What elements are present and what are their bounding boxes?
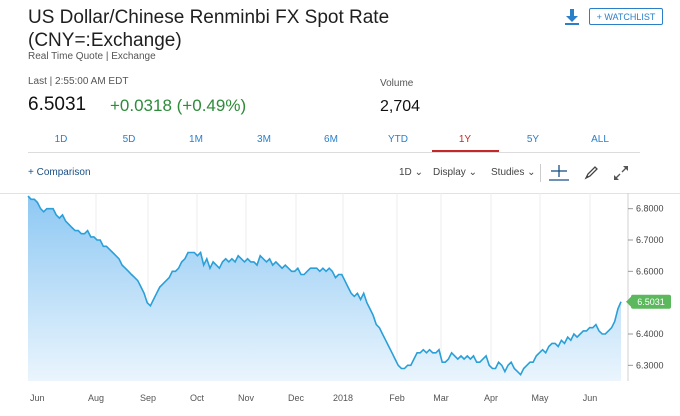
instrument-title-line1: US Dollar/Chinese Renminbi FX Spot Rate bbox=[28, 7, 390, 28]
tab-3m[interactable]: 3M bbox=[257, 134, 271, 145]
x-tick-label: Aug bbox=[88, 393, 104, 403]
interval-label: 1D bbox=[399, 167, 412, 178]
x-tick-label: Sep bbox=[140, 393, 156, 403]
expand-icon[interactable] bbox=[612, 164, 630, 182]
chart-toolbar: + Comparison 1D ⌄ Display ⌄ Studies ⌄ bbox=[28, 164, 640, 184]
tab-ytd[interactable]: YTD bbox=[388, 134, 408, 145]
toolbar-divider bbox=[540, 164, 541, 182]
tab-1m[interactable]: 1M bbox=[189, 134, 203, 145]
tab-5d[interactable]: 5D bbox=[122, 134, 136, 145]
x-tick-label: Mar bbox=[433, 393, 449, 403]
volume-value: 2,704 bbox=[380, 98, 421, 115]
chevron-down-icon: ⌄ bbox=[465, 167, 477, 178]
last-value-badge bbox=[631, 294, 671, 309]
x-tick-label: Apr bbox=[484, 393, 498, 403]
tab-5y[interactable]: 5Y bbox=[526, 134, 540, 145]
y-tick-label: 6.4000 bbox=[636, 329, 664, 339]
display-dropdown[interactable]: Display ⌄ bbox=[433, 167, 477, 178]
price-line bbox=[27, 195, 622, 377]
quote-source: Real Time Quote | Exchange bbox=[28, 51, 156, 62]
chart-top-border bbox=[0, 193, 680, 194]
y-tick-label: 6.7000 bbox=[636, 235, 664, 245]
add-to-watchlist-button[interactable]: + WATCHLIST bbox=[589, 8, 663, 25]
download-icon[interactable] bbox=[563, 8, 581, 26]
studies-dropdown[interactable]: Studies ⌄ bbox=[491, 167, 536, 178]
crosshair-icon[interactable] bbox=[548, 164, 570, 182]
y-tick-label: 6.3000 bbox=[636, 360, 664, 370]
y-tick-label: 6.8000 bbox=[636, 204, 664, 214]
pencil-icon[interactable] bbox=[582, 164, 600, 182]
chevron-down-icon: ⌄ bbox=[524, 167, 536, 178]
instrument-title-line2: (CNY=:Exchange) bbox=[28, 30, 182, 51]
last-trade-time: Last | 2:55:00 AM EDT bbox=[28, 76, 129, 87]
instrument-title: US Dollar/Chinese Renminbi FX Spot Rate … bbox=[28, 6, 389, 52]
last-value-label: 6.5031 bbox=[637, 297, 665, 307]
price-change: +0.0318 (+0.49%) bbox=[110, 96, 247, 115]
last-value-pointer bbox=[626, 296, 631, 307]
x-tick-label: Nov bbox=[238, 393, 255, 403]
chevron-down-icon: ⌄ bbox=[411, 167, 423, 178]
x-tick-label: Oct bbox=[190, 393, 205, 403]
last-price: 6.5031 bbox=[28, 94, 87, 115]
x-tick-label: Jun bbox=[30, 393, 45, 403]
active-tab-indicator bbox=[432, 150, 499, 152]
display-label: Display bbox=[433, 167, 466, 178]
comparison-button[interactable]: + Comparison bbox=[28, 167, 91, 178]
y-tick-label: 6.6000 bbox=[636, 266, 664, 276]
x-tick-label: Dec bbox=[288, 393, 305, 403]
volume-label: Volume bbox=[380, 78, 414, 89]
tab-1d[interactable]: 1D bbox=[54, 134, 68, 145]
price-area-fill bbox=[28, 196, 621, 381]
studies-label: Studies bbox=[491, 167, 525, 178]
tab-1y[interactable]: 1Y bbox=[458, 134, 472, 145]
x-tick-label: Feb bbox=[389, 393, 405, 403]
tab-6m[interactable]: 6M bbox=[324, 134, 338, 145]
tab-all[interactable]: ALL bbox=[591, 134, 609, 145]
x-tick-label: May bbox=[531, 393, 549, 403]
x-tick-label: 2018 bbox=[333, 393, 353, 403]
range-tabs: 1D 5D 1M 3M 6M YTD 1Y 5Y ALL bbox=[28, 130, 640, 153]
interval-dropdown[interactable]: 1D ⌄ bbox=[399, 167, 423, 178]
x-tick-label: Jun bbox=[583, 393, 598, 403]
